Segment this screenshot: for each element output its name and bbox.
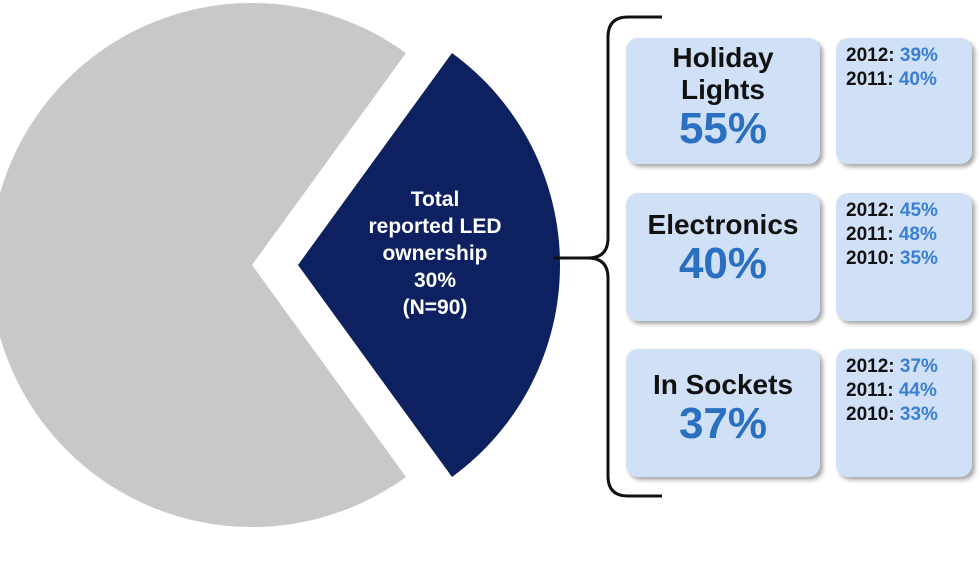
category-name: Holiday [672, 42, 774, 73]
pie-slice-led-ownership [298, 53, 560, 477]
history-box-electronics: 2012: 45% 2011: 48% 2010: 35% [836, 193, 972, 321]
history-row: 2012: 39% [836, 44, 972, 68]
history-row: 2012: 37% [836, 355, 972, 379]
history-box-holiday-lights: 2012: 39% 2011: 40% [836, 38, 972, 164]
history-row: 2011: 40% [836, 68, 972, 92]
category-name: In Sockets [652, 369, 794, 400]
history-value: 45% [899, 200, 938, 221]
history-year: 2012: [846, 45, 895, 66]
category-percent: 40% [678, 239, 768, 288]
category-percent: 37% [678, 399, 768, 448]
history-year: 2010: [846, 404, 895, 425]
history-value: 48% [898, 224, 937, 245]
history-year: 2012: [846, 200, 895, 221]
history-row: 2010: 35% [836, 247, 972, 271]
pie-slice-other [0, 3, 406, 527]
history-year: 2011: [846, 380, 894, 401]
history-year: 2011: [846, 69, 894, 90]
category-percent: 55% [678, 104, 768, 153]
led-label-line-2: reported LED [368, 215, 502, 238]
led-label-line-1: Total [410, 188, 460, 211]
history-row: 2011: 44% [836, 379, 972, 403]
category-box-in-sockets: In Sockets 37% [626, 349, 820, 477]
history-value: 37% [899, 356, 938, 377]
history-year: 2010: [846, 248, 895, 269]
bracket [553, 15, 662, 498]
led-label-line-5: (N=90) [402, 296, 468, 319]
history-value: 40% [898, 69, 937, 90]
led-label-line-3: ownership [382, 242, 488, 265]
history-year: 2012: [846, 356, 895, 377]
history-row: 2012: 45% [836, 199, 972, 223]
category-box-holiday-lights: Holiday Lights 55% [626, 38, 820, 164]
history-box-in-sockets: 2012: 37% 2011: 44% 2010: 33% [836, 349, 972, 477]
led-slice-label: Total reported LED ownership 30% (N=90) [330, 186, 540, 321]
history-value: 33% [899, 404, 938, 425]
history-value: 39% [899, 45, 938, 66]
history-year: 2011: [846, 224, 894, 245]
led-label-line-4: 30% [413, 269, 457, 292]
category-box-electronics: Electronics 40% [626, 193, 820, 321]
category-name: Electronics [647, 209, 799, 240]
history-value: 44% [898, 380, 937, 401]
history-row: 2011: 48% [836, 223, 972, 247]
category-name: Lights [681, 74, 765, 105]
history-row: 2010: 33% [836, 403, 972, 427]
history-value: 35% [899, 248, 938, 269]
